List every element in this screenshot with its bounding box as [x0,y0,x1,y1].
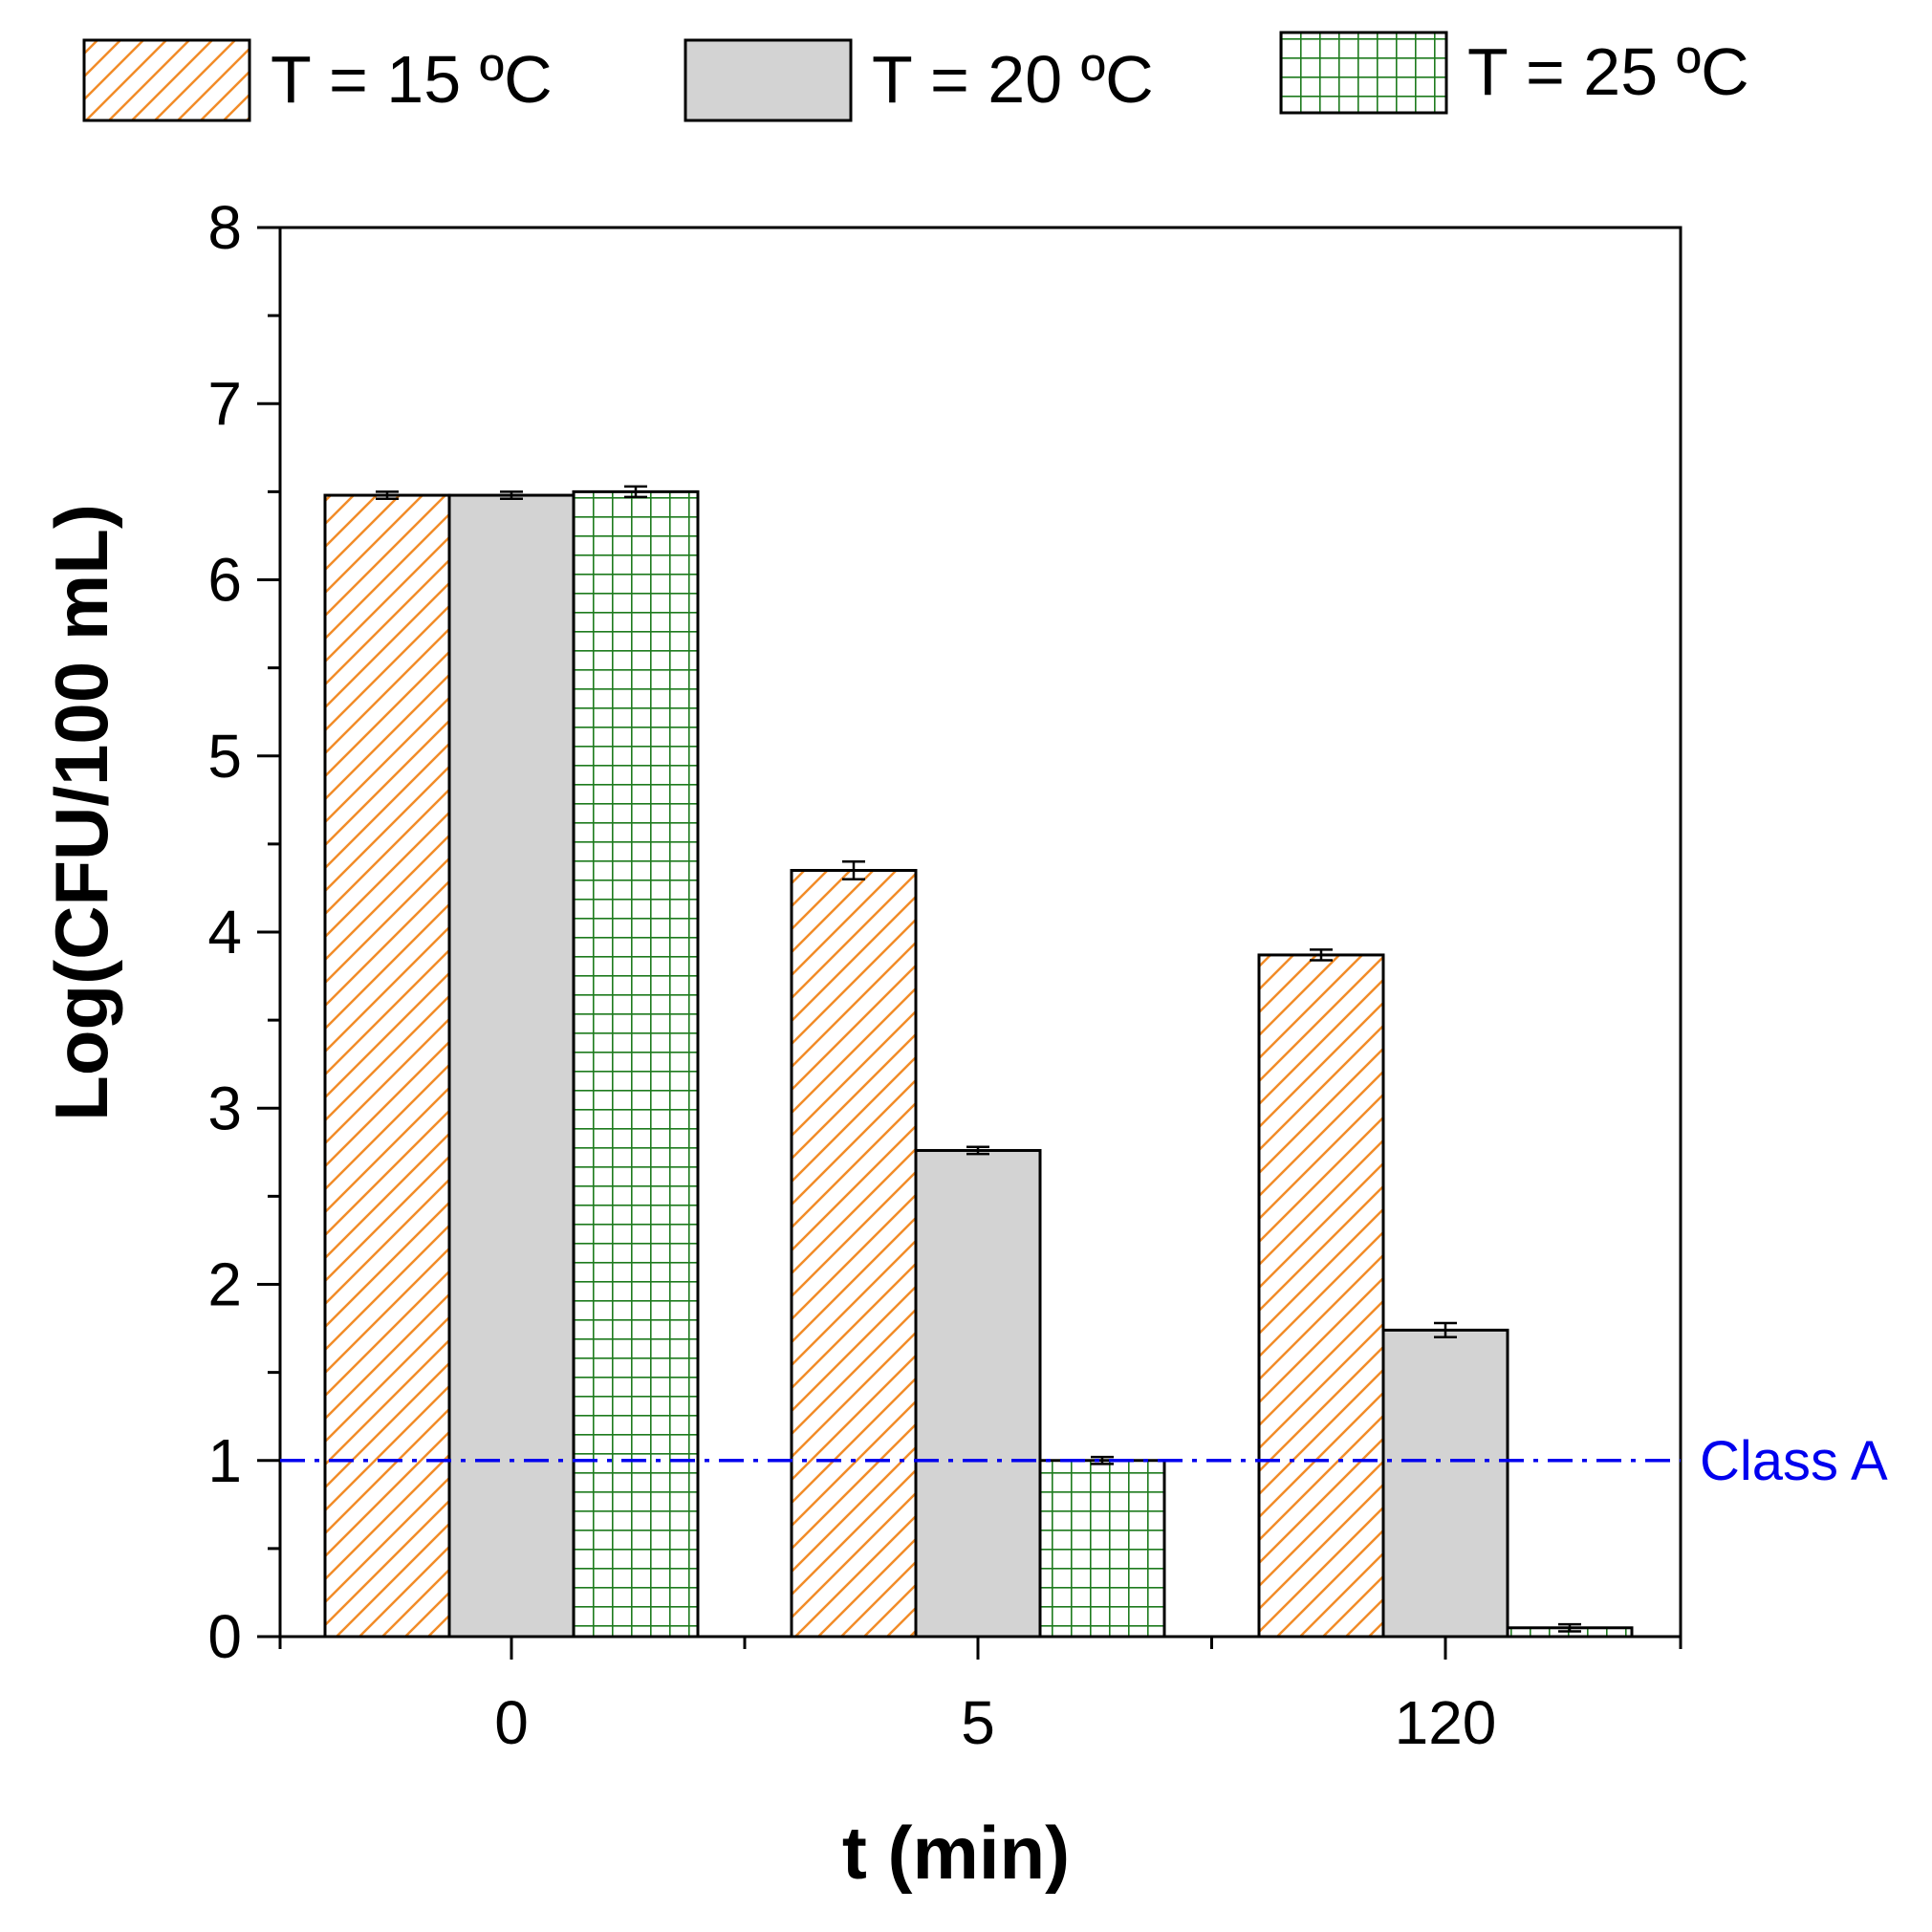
y-tick-label-1: 1 [207,1426,242,1495]
legend-label-25c: T = 25 ºC [1467,34,1749,109]
legend-swatch-15c [82,38,251,122]
error-bar-25c-t0 [624,485,647,499]
y-tick-label-6: 6 [207,546,242,615]
bar-20c-t0 [447,493,575,1639]
y-tick-label-4: 4 [207,898,242,966]
error-bar-25c-t5 [1091,1455,1114,1465]
bar-25c-t5 [1038,1459,1166,1639]
legend-swatch-25c [1279,31,1448,115]
bar-15c-t5 [790,869,918,1639]
legend-item-25c: T = 25 ºC [1279,31,1749,115]
y-axis-title: Log(CFU/100 mL) [39,504,123,1121]
y-tick-label-5: 5 [207,722,242,791]
error-bar-15c-t0 [376,490,399,500]
y-tick-label-8: 8 [207,193,242,262]
y-tick-label-2: 2 [207,1250,242,1319]
bars [323,489,1634,1639]
error-bar-15c-t5 [842,860,865,880]
x-axis-title: t (min) [842,1811,1070,1895]
axis-ticks [257,226,1682,1660]
bar-20c-t5 [914,1148,1042,1639]
legend-item-20c: T = 20 ºC [684,38,1154,122]
y-tick-label-3: 3 [207,1074,242,1142]
legend-item-15c: T = 15 ºC [82,38,553,122]
x-tick-label-120: 120 [1395,1688,1497,1757]
legend-label-15c: T = 15 ºC [271,42,553,117]
legend-label-20c: T = 20 ºC [872,42,1154,117]
class-a-label: Class A [1700,1430,1888,1492]
error-bar-20c-t5 [966,1145,989,1156]
error-bar-15c-t120 [1310,948,1333,962]
legend-swatch-20c [684,38,853,122]
error-bar-20c-t0 [500,490,523,500]
legend: T = 15 ºC T = 20 ºC T = 25 ºC [82,31,1749,122]
bar-20c-t120 [1381,1328,1509,1639]
y-tick-label-7: 7 [207,369,242,438]
y-tick-labels: 0 1 2 3 4 5 6 7 8 [207,193,242,1671]
bar-15c-t120 [1257,953,1385,1639]
bar-25c-t0 [572,489,700,1639]
error-bar-25c-t120 [1558,1622,1581,1633]
x-tick-label-5: 5 [961,1688,995,1757]
x-tick-label-0: 0 [494,1688,529,1757]
x-tick-labels: 0 5 120 [494,1688,1496,1757]
bar-15c-t0 [323,493,451,1639]
error-bar-20c-t120 [1434,1321,1457,1339]
error-bars [376,485,1581,1633]
y-tick-label-0: 0 [207,1602,242,1671]
